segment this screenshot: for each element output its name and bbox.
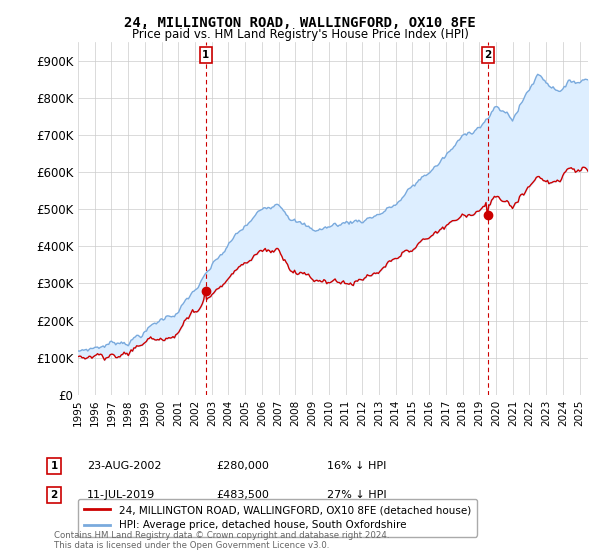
Text: 1: 1 bbox=[50, 461, 58, 471]
Legend: 24, MILLINGTON ROAD, WALLINGFORD, OX10 8FE (detached house), HPI: Average price,: 24, MILLINGTON ROAD, WALLINGFORD, OX10 8… bbox=[78, 499, 477, 536]
Text: 11-JUL-2019: 11-JUL-2019 bbox=[87, 490, 155, 500]
Text: 27% ↓ HPI: 27% ↓ HPI bbox=[327, 490, 386, 500]
Text: 16% ↓ HPI: 16% ↓ HPI bbox=[327, 461, 386, 471]
Text: £280,000: £280,000 bbox=[216, 461, 269, 471]
Text: £483,500: £483,500 bbox=[216, 490, 269, 500]
Text: 2: 2 bbox=[50, 490, 58, 500]
Text: Price paid vs. HM Land Registry's House Price Index (HPI): Price paid vs. HM Land Registry's House … bbox=[131, 28, 469, 41]
Text: 2: 2 bbox=[484, 50, 491, 60]
Text: Contains HM Land Registry data © Crown copyright and database right 2024.
This d: Contains HM Land Registry data © Crown c… bbox=[54, 530, 389, 550]
Text: 24, MILLINGTON ROAD, WALLINGFORD, OX10 8FE: 24, MILLINGTON ROAD, WALLINGFORD, OX10 8… bbox=[124, 16, 476, 30]
Text: 23-AUG-2002: 23-AUG-2002 bbox=[87, 461, 161, 471]
Text: 1: 1 bbox=[202, 50, 209, 60]
